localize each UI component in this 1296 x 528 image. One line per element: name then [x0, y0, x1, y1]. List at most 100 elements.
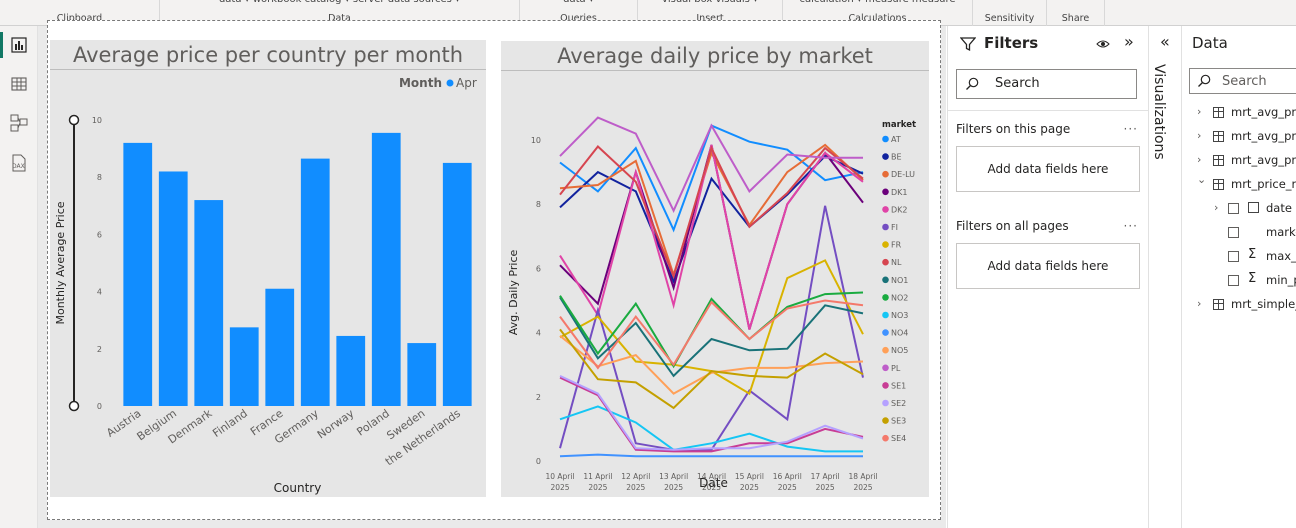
legend-marker — [882, 382, 889, 389]
x-tick-label: 15 April — [735, 472, 764, 481]
legend-item-label: DE-LU — [891, 170, 915, 179]
chevron-right-icon[interactable]: › — [1197, 297, 1202, 310]
visualizations-label[interactable]: Visualizations — [1151, 64, 1167, 160]
sigma-icon: Σ — [1248, 271, 1257, 286]
calendar-icon — [1248, 202, 1259, 213]
field-name: max_p — [1266, 249, 1296, 263]
field-checkbox[interactable] — [1228, 251, 1239, 262]
field-checkbox[interactable] — [1228, 275, 1239, 286]
chart1-title: Average price per country per month — [50, 40, 486, 70]
chart2-xlabel: Date — [699, 476, 728, 490]
legend-marker — [882, 188, 889, 196]
series-line-se2 — [559, 374, 864, 451]
more-options-icon[interactable]: ··· — [1123, 122, 1138, 136]
line-chart: Avg. Daily Price 0 2 4 6 8 10 10 April 2025 11 Ap… — [507, 116, 916, 492]
report-canvas[interactable]: Average price per country per month Mont… — [38, 20, 946, 528]
chevron-right-icon[interactable]: › — [1214, 201, 1219, 214]
bar-chart-visual[interactable]: Average price per country per month Mont… — [50, 40, 486, 497]
field-list-item[interactable]: › mrt_avg_pric — [1182, 151, 1296, 173]
ribbon-group-buttons[interactable]: data ▾ workbook catalog ▾ server data so… — [160, 0, 519, 5]
table-view-button[interactable] — [0, 67, 38, 101]
bar — [158, 171, 188, 406]
report-page[interactable]: Average price per country per month Mont… — [47, 20, 941, 520]
chevron-down-icon[interactable]: ⌄ — [1197, 173, 1207, 186]
legend-item-label: SE3 — [891, 417, 906, 426]
data-pane-title: Data — [1192, 34, 1228, 52]
table-name: mrt_simple_ — [1231, 297, 1296, 311]
y-tick-label: 8 — [97, 173, 102, 182]
ribbon-group-queries: data ▾ Queries — [520, 0, 638, 26]
field-name: date — [1266, 201, 1292, 215]
y-tick-label: 6 — [536, 264, 541, 273]
filter-icon — [960, 37, 976, 52]
chevron-right-icon[interactable]: › — [1197, 105, 1202, 118]
bar — [407, 343, 437, 406]
field-checkbox[interactable] — [1228, 227, 1239, 238]
series-line-no1 — [559, 296, 864, 378]
legend-item-label: NO2 — [891, 293, 908, 302]
x-tick-label-year: 2025 — [550, 483, 569, 492]
legend-marker — [882, 276, 889, 284]
x-tick-label-year: 2025 — [778, 483, 797, 492]
bar — [442, 162, 472, 406]
table-icon — [1213, 131, 1224, 142]
series-line-dk2 — [559, 144, 864, 330]
table-name: mrt_avg_pric — [1231, 129, 1296, 143]
ribbon-group-buttons[interactable]: data ▾ — [520, 0, 637, 5]
add-all-pages-filter-well[interactable]: Add data fields here — [956, 243, 1140, 289]
ribbon-group-label: Calculations — [848, 13, 907, 24]
legend-item-label: DK2 — [891, 205, 908, 214]
visualizations-pane-collapsed[interactable]: « Visualizations — [1149, 26, 1182, 528]
x-tick-label: 10 April — [545, 472, 574, 481]
table-icon — [1213, 299, 1224, 310]
line-chart-visual[interactable]: Average daily price by market Avg. Daily… — [501, 41, 929, 497]
x-tick-label: 11 April — [583, 472, 612, 481]
legend-item-label: FR — [891, 241, 902, 250]
add-page-filter-well[interactable]: Add data fields here — [956, 146, 1140, 192]
legend-item-label: NO5 — [891, 346, 908, 355]
legend-marker — [882, 170, 889, 178]
legend-marker — [882, 241, 889, 248]
table-icon — [1213, 179, 1224, 190]
report-view-button[interactable] — [0, 28, 38, 62]
legend-marker — [882, 364, 889, 372]
chevron-right-icon[interactable]: › — [1197, 153, 1202, 166]
ribbon-group-label: Queries — [560, 13, 597, 24]
filters-search-input[interactable]: Search — [956, 69, 1137, 99]
more-options-icon[interactable]: ··· — [1123, 219, 1138, 233]
data-search-input[interactable]: Search — [1189, 68, 1296, 94]
eye-icon[interactable] — [1096, 38, 1110, 50]
y-tick-label: 0 — [97, 402, 102, 411]
field-list-item[interactable]: › mrt_simple_ — [1182, 295, 1296, 317]
dax-query-view-button[interactable]: DAX — [0, 146, 38, 180]
table-icon — [1213, 155, 1224, 166]
collapse-filters-icon[interactable]: » — [1124, 32, 1134, 51]
field-list-item[interactable]: › date — [1182, 199, 1296, 221]
legend-marker — [882, 417, 889, 424]
range-slider-handle-top — [68, 114, 80, 126]
bar — [336, 335, 366, 406]
legend-item-label: BE — [891, 153, 902, 162]
model-view-button[interactable] — [0, 106, 38, 140]
series-line-no5 — [559, 335, 864, 395]
field-list-item[interactable]: › mrt_avg_pric — [1182, 127, 1296, 149]
chart1-xlabel: Country — [274, 481, 322, 495]
series-line-se1 — [559, 376, 864, 453]
expand-pane-icon[interactable]: « — [1160, 32, 1170, 51]
field-list-item[interactable]: ⌄ mrt_price_ra — [1182, 173, 1296, 197]
ribbon-group-buttons[interactable]: visual box visuals ▾ — [638, 0, 782, 5]
legend-item-label: SE1 — [891, 381, 906, 390]
series-line-se3 — [559, 328, 864, 410]
chevron-right-icon[interactable]: › — [1197, 129, 1202, 142]
divider — [948, 110, 1148, 111]
field-checkbox[interactable] — [1228, 203, 1239, 214]
ribbon-group-buttons[interactable]: calculation ▾ measure measure — [783, 0, 972, 5]
series-line-fi — [559, 205, 864, 451]
bar — [300, 158, 330, 406]
field-list-item[interactable]: marke — [1182, 223, 1296, 245]
ribbon-group-label: Sensitivity — [984, 13, 1035, 24]
field-list-item[interactable]: › mrt_avg_pric — [1182, 103, 1296, 125]
